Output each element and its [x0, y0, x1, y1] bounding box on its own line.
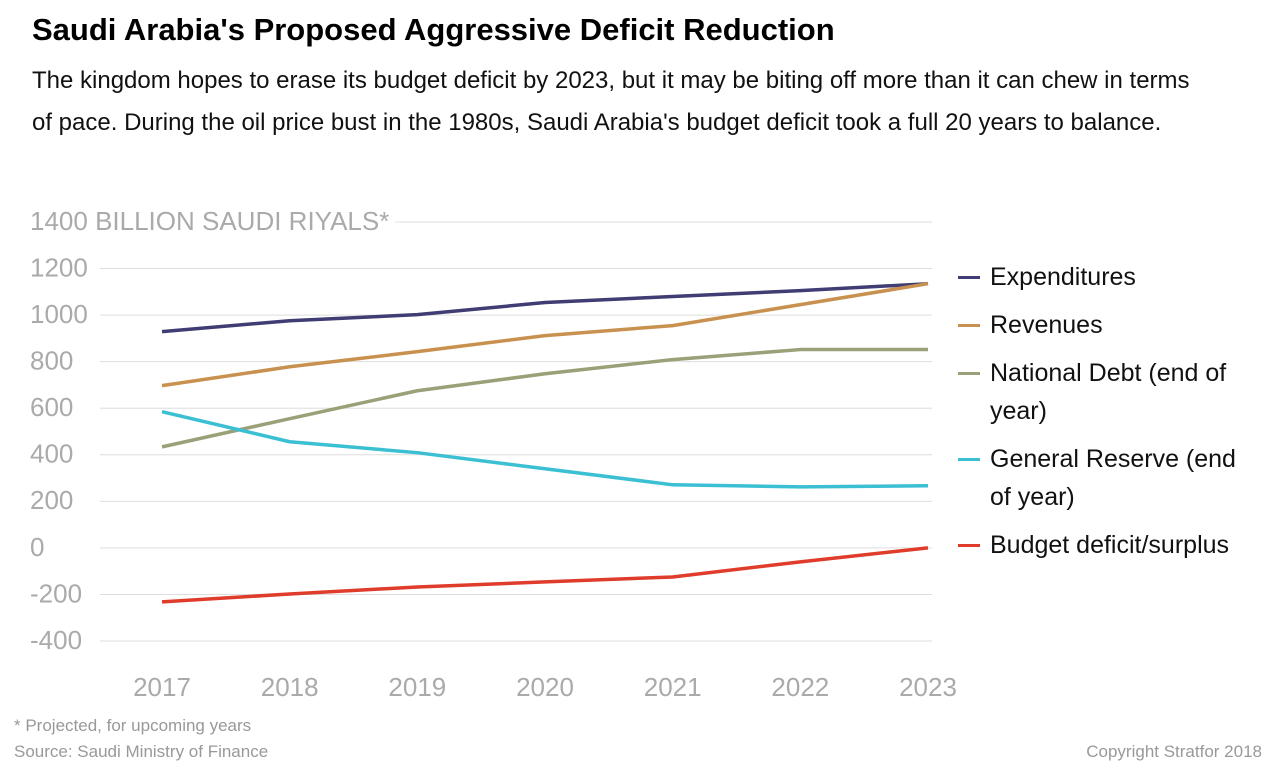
y-tick-label: 200	[30, 485, 73, 515]
legend-swatch	[958, 276, 980, 279]
y-tick-label: -200	[30, 578, 82, 608]
x-tick-label: 2021	[644, 672, 702, 702]
x-tick-label: 2022	[771, 672, 829, 702]
legend-item: National Debt (end of year)	[958, 354, 1240, 430]
footnote: * Projected, for upcoming years	[14, 716, 252, 735]
x-tick-label: 2019	[388, 672, 446, 702]
y-tick-label: 400	[30, 439, 73, 469]
y-tick-label: 600	[30, 392, 73, 422]
series-line	[161, 410, 929, 489]
y-tick-label: 800	[30, 346, 73, 376]
y-tick-label: 1200	[30, 252, 88, 282]
x-tick-label: 2020	[516, 672, 574, 702]
y-tick-label: -400	[30, 625, 82, 655]
y-tick-label: 1000	[30, 299, 88, 329]
legend-item: Revenues	[958, 306, 1240, 344]
legend-label: Revenues	[990, 311, 1103, 339]
series-line	[161, 281, 929, 388]
legend-swatch	[958, 458, 980, 461]
legend-item: Budget deficit/surplus	[958, 526, 1240, 564]
copyright: Copyright Stratfor 2018	[1086, 742, 1262, 761]
legend-swatch	[958, 544, 980, 547]
legend-item: General Reserve (end of year)	[958, 440, 1240, 516]
legend-label: General Reserve (end of year)	[990, 445, 1236, 511]
legend-label: Budget deficit/surplus	[990, 531, 1230, 559]
source: Source: Saudi Ministry of Finance	[14, 742, 269, 761]
legend-swatch	[958, 372, 980, 375]
series-line	[161, 281, 929, 334]
x-tick-label: 2017	[133, 672, 191, 702]
series-line	[161, 546, 929, 604]
legend-label: Expenditures	[990, 263, 1136, 291]
y-tick-label: 0	[30, 532, 44, 562]
chart-title: Saudi Arabia's Proposed Aggressive Defic…	[32, 12, 835, 47]
y-tick-label: 1400 BILLION SAUDI RIYALS*	[30, 206, 389, 236]
x-tick-label: 2018	[261, 672, 319, 702]
legend-item: Expenditures	[958, 258, 1240, 296]
x-tick-label: 2023	[899, 672, 957, 702]
legend: Expenditures Revenues National Debt (end o…	[958, 258, 1268, 574]
legend-label: National Debt (end of year)	[990, 359, 1227, 425]
chart-subtitle: The kingdom hopes to erase its budget de…	[32, 67, 1190, 136]
series-line	[161, 347, 928, 449]
legend-swatch	[958, 324, 980, 327]
